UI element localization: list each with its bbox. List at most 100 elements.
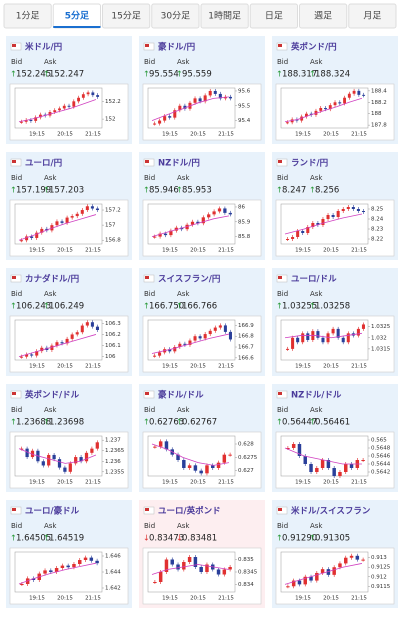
candle xyxy=(158,441,163,447)
candle xyxy=(25,448,29,458)
tab[interactable] xyxy=(249,3,298,29)
moving-average xyxy=(151,96,229,121)
tab-label[interactable]: 1分足 xyxy=(16,11,40,22)
candle xyxy=(320,569,325,573)
candle xyxy=(361,324,365,329)
candle xyxy=(62,105,66,109)
moving-average xyxy=(151,564,230,575)
pair-name[interactable]: カナダドル/円 xyxy=(25,274,79,285)
tab[interactable] xyxy=(3,3,52,29)
ask-arrow: ↑ xyxy=(176,70,183,79)
candle xyxy=(326,215,330,219)
candle xyxy=(153,236,157,238)
flag-mark xyxy=(12,160,16,163)
moving-average xyxy=(284,213,363,235)
ask-arrow: ↑ xyxy=(309,186,316,195)
ask-arrow: ↑ xyxy=(43,186,50,195)
y-tick-label: 166.7 xyxy=(238,345,254,351)
candle xyxy=(95,208,99,211)
candle xyxy=(301,333,305,343)
candle xyxy=(213,90,217,94)
pair-name[interactable]: ユーロ/英ポンド xyxy=(158,506,221,517)
pair-name[interactable]: 豪ドル/円 xyxy=(158,42,195,53)
tab-label[interactable]: 5分足 xyxy=(65,10,90,22)
pair-name[interactable]: 英ポンド/円 xyxy=(290,42,337,53)
candle xyxy=(352,90,356,94)
ask-label: Ask xyxy=(310,522,323,530)
candle xyxy=(193,465,198,471)
tab-label[interactable]: 週足 xyxy=(314,11,332,22)
candle xyxy=(309,464,313,472)
pair-name[interactable]: 英ポンド/ドル xyxy=(24,390,80,401)
candle xyxy=(53,110,57,112)
tab-label[interactable]: 15分足 xyxy=(111,11,140,22)
tab-label[interactable]: 30分足 xyxy=(161,11,190,22)
ask-label: Ask xyxy=(310,174,323,182)
tab-label[interactable]: 日足 xyxy=(265,11,283,22)
candle xyxy=(351,207,355,209)
pair-name[interactable]: ユーロ/円 xyxy=(25,159,62,169)
x-tick-label: 19:15 xyxy=(162,364,178,370)
tab[interactable] xyxy=(200,3,249,29)
bid-label: Bid xyxy=(144,58,155,66)
candle xyxy=(80,325,84,333)
candle xyxy=(309,576,313,581)
tab-label[interactable]: 1時間足 xyxy=(208,11,241,22)
candle xyxy=(60,342,64,344)
y-tick-label: 0.834 xyxy=(238,582,254,588)
y-tick-label: 106.2 xyxy=(105,332,121,338)
candle xyxy=(216,569,221,575)
candle xyxy=(30,236,34,238)
candle xyxy=(158,352,162,356)
pair-name[interactable]: ユーロ/ドル xyxy=(291,275,337,285)
candle xyxy=(178,105,182,111)
candle xyxy=(95,442,99,449)
candle xyxy=(315,572,319,581)
pair-name[interactable]: NZドル/円 xyxy=(158,159,200,169)
candle xyxy=(20,448,24,450)
candle xyxy=(193,557,198,567)
bid-value: 0.91290 xyxy=(282,534,317,544)
candle xyxy=(296,231,300,237)
candle xyxy=(208,90,212,96)
x-tick-label: 21:15 xyxy=(351,132,367,138)
candle xyxy=(182,460,186,468)
tab-label[interactable]: 月足 xyxy=(363,11,381,22)
candle xyxy=(96,95,100,97)
pair-name[interactable]: 米ドル/円 xyxy=(25,42,62,53)
pair-name[interactable]: ランド/円 xyxy=(291,159,328,169)
pair-name[interactable]: 米ドル/スイスフラン xyxy=(291,506,371,517)
tab[interactable] xyxy=(102,3,151,29)
candle xyxy=(349,555,354,558)
x-tick-label: 20:15 xyxy=(323,248,339,254)
pair-name[interactable]: ユーロ/豪ドル xyxy=(25,506,80,517)
y-tick-label: 86 xyxy=(238,204,245,210)
ask-label: Ask xyxy=(177,174,190,182)
x-tick-label: 21:15 xyxy=(218,132,234,138)
candle xyxy=(349,464,354,468)
tab[interactable] xyxy=(151,3,200,29)
candle xyxy=(319,108,323,111)
y-tick-label: 8.23 xyxy=(371,227,384,233)
x-tick-label: 20:15 xyxy=(57,480,73,486)
pair-name[interactable]: 豪ドル/ドル xyxy=(158,390,204,401)
ask-label: Ask xyxy=(44,290,57,298)
candle xyxy=(74,457,78,464)
pair-name[interactable]: スイスフラン/円 xyxy=(158,275,220,285)
candle xyxy=(344,557,348,564)
candle xyxy=(185,224,189,230)
x-tick-label: 20:15 xyxy=(190,364,206,370)
tab[interactable] xyxy=(299,3,348,29)
plot-frame xyxy=(147,319,236,361)
candle xyxy=(83,557,88,560)
candle xyxy=(218,325,222,328)
tab[interactable] xyxy=(348,3,397,29)
plot-frame xyxy=(147,203,236,245)
candle xyxy=(341,209,345,211)
candle xyxy=(158,120,162,124)
pair-name[interactable]: NZドル/ドル xyxy=(291,391,342,401)
candle xyxy=(66,565,70,568)
flag-mark xyxy=(12,44,16,47)
candle xyxy=(362,94,366,96)
candle xyxy=(222,569,227,575)
